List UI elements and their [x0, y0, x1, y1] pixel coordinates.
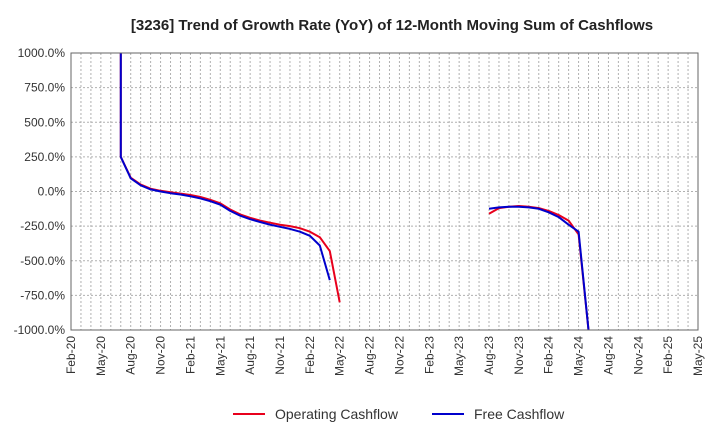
y-tick-label: -250.0%	[20, 219, 65, 233]
y-tick-label: 250.0%	[24, 150, 65, 164]
series-line-free-cashflow	[488, 205, 590, 330]
series-line-free-cashflow	[119, 53, 331, 281]
y-tick-label: -1000.0%	[14, 323, 66, 337]
x-tick-label: May-24	[572, 336, 586, 376]
y-tick-label: -750.0%	[20, 288, 65, 302]
y-tick-label: -500.0%	[20, 254, 65, 268]
y-tick-label: 1000.0%	[18, 46, 66, 60]
x-tick-label: Nov-20	[154, 336, 168, 375]
x-tick-label: Nov-24	[631, 336, 645, 375]
y-tick-label: 750.0%	[24, 81, 65, 95]
x-tick-label: Nov-21	[273, 336, 287, 375]
x-tick-label: Aug-24	[601, 336, 615, 375]
x-axis-ticks: Feb-20 May-20 Aug-20 Nov-20 Feb-21 May-21 Aug-…	[64, 336, 705, 376]
x-tick-label: Nov-22	[392, 336, 406, 375]
y-tick-label: 500.0%	[24, 115, 65, 129]
x-tick-label: May-21	[213, 336, 227, 376]
y-axis-ticks: 1000.0% 750.0% 500.0% 250.0% 0.0% -250.0% -500…	[14, 46, 66, 337]
x-tick-label: May-25	[691, 336, 705, 376]
x-tick-label: May-23	[452, 336, 466, 376]
x-tick-label: Feb-23	[422, 336, 436, 374]
x-tick-label: May-20	[94, 336, 108, 376]
y-tick-label: 0.0%	[38, 185, 66, 199]
x-tick-label: May-22	[333, 336, 347, 376]
x-tick-label: Nov-23	[512, 336, 526, 375]
series-lines	[119, 53, 590, 330]
legend-label: Operating Cashflow	[275, 406, 399, 422]
x-tick-label: Feb-21	[183, 336, 197, 374]
x-tick-label: Aug-23	[482, 336, 496, 375]
x-tick-label: Aug-20	[124, 336, 138, 375]
x-tick-label: Aug-21	[243, 336, 257, 375]
legend: Operating Cashflow Free Cashflow	[233, 406, 565, 422]
plot-border	[70, 52, 699, 331]
chart-title: [3236] Trend of Growth Rate (YoY) of 12-…	[131, 17, 653, 34]
x-tick-label: Feb-22	[303, 336, 317, 374]
x-tick-label: Feb-20	[64, 336, 78, 374]
legend-label: Free Cashflow	[474, 406, 565, 422]
x-tick-label: Feb-24	[542, 336, 556, 374]
x-tick-label: Aug-22	[363, 336, 377, 375]
x-tick-label: Feb-25	[661, 336, 675, 374]
